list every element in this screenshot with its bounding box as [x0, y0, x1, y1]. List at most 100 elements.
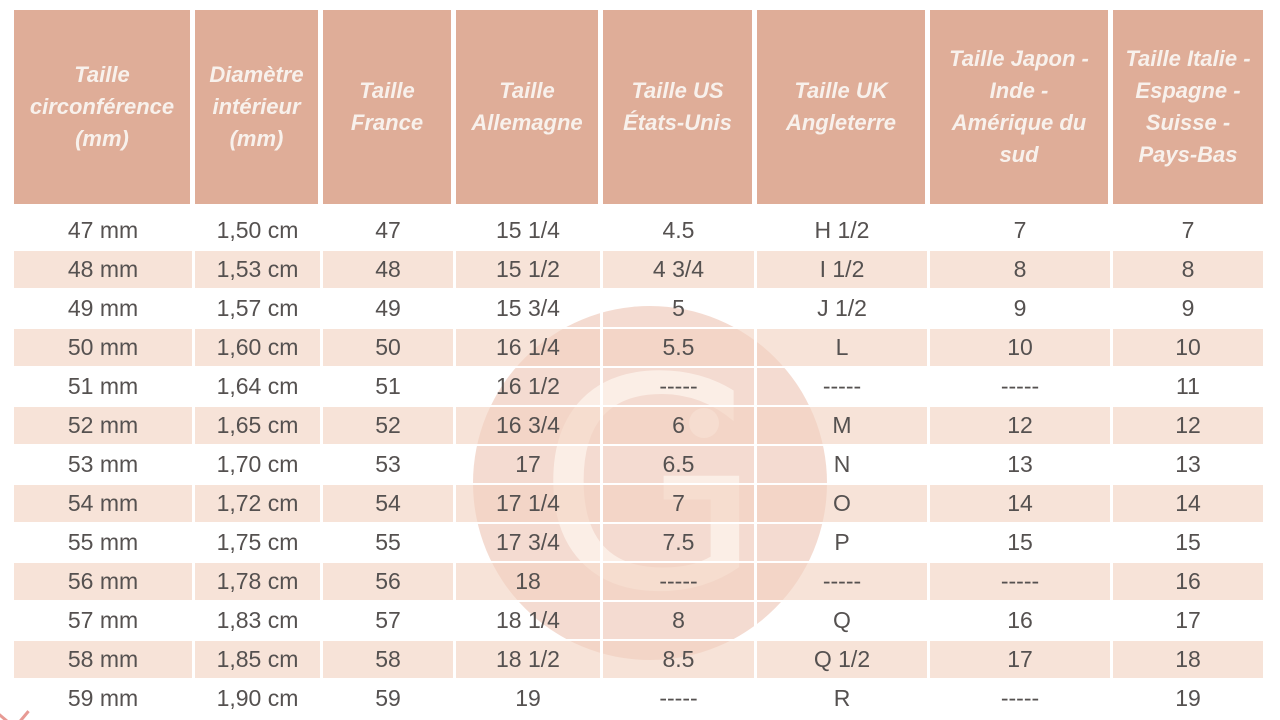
table-row: 58 mm 1,85 cm 58 18 1/2 8.5 Q 1/2 17 18: [14, 639, 1263, 678]
table-cell: 16 1/4: [456, 327, 603, 366]
column-header-size-japan-india-southamerica: Taille Japon - Inde - Amérique du sud: [930, 10, 1113, 210]
table-cell: 50: [323, 327, 456, 366]
table-cell: R: [757, 678, 930, 717]
table-cell: 57: [323, 600, 456, 639]
table-cell: 8.5: [603, 639, 757, 678]
table-row: 47 mm 1,50 cm 47 15 1/4 4.5 H 1/2 7 7: [14, 210, 1263, 249]
table-cell: 56 mm: [14, 561, 195, 600]
table-cell: 17: [930, 639, 1113, 678]
table-cell: O: [757, 483, 930, 522]
table-cell: 1,72 cm: [195, 483, 323, 522]
table-cell: 58: [323, 639, 456, 678]
table-cell: H 1/2: [757, 210, 930, 249]
table-cell: 16 1/2: [456, 366, 603, 405]
table-cell: 18 1/2: [456, 639, 603, 678]
table-row: 52 mm 1,65 cm 52 16 3/4 6 M 12 12: [14, 405, 1263, 444]
table-cell: L: [757, 327, 930, 366]
table-cell: 15 3/4: [456, 288, 603, 327]
table-cell: -----: [603, 366, 757, 405]
table-cell: 49: [323, 288, 456, 327]
table-cell: 4 3/4: [603, 249, 757, 288]
table-cell: 17 3/4: [456, 522, 603, 561]
table-cell: 8: [930, 249, 1113, 288]
table-cell: 12: [1113, 405, 1263, 444]
table-row: 56 mm 1,78 cm 56 18 ----- ----- ----- 16: [14, 561, 1263, 600]
table-cell: 1,65 cm: [195, 405, 323, 444]
table-cell: -----: [930, 366, 1113, 405]
table-cell: 59: [323, 678, 456, 717]
table-cell: 56: [323, 561, 456, 600]
table-row: 57 mm 1,83 cm 57 18 1/4 8 Q 16 17: [14, 600, 1263, 639]
table-cell: -----: [603, 561, 757, 600]
table-cell: 7: [1113, 210, 1263, 249]
table-cell: 15: [1113, 522, 1263, 561]
table-cell: 10: [1113, 327, 1263, 366]
table-cell: -----: [757, 366, 930, 405]
column-header-size-germany: Taille Allemagne: [456, 10, 603, 210]
table-cell: 1,70 cm: [195, 444, 323, 483]
table-row: 48 mm 1,53 cm 48 15 1/2 4 3/4 I 1/2 8 8: [14, 249, 1263, 288]
size-table-container: Taille circonférence (mm) Diamètre intér…: [14, 10, 1263, 717]
column-header-size-italy-spain-switzerland-netherlands: Taille Italie - Espagne - Suisse - Pays-…: [1113, 10, 1263, 210]
table-cell: 55 mm: [14, 522, 195, 561]
column-header-inner-diameter-mm: Diamètre intérieur (mm): [195, 10, 323, 210]
table-cell: 47: [323, 210, 456, 249]
table-cell: 8: [603, 600, 757, 639]
table-row: 49 mm 1,57 cm 49 15 3/4 5 J 1/2 9 9: [14, 288, 1263, 327]
table-cell: 47 mm: [14, 210, 195, 249]
table-cell: 1,57 cm: [195, 288, 323, 327]
table-cell: 51: [323, 366, 456, 405]
table-cell: 11: [1113, 366, 1263, 405]
table-cell: 54: [323, 483, 456, 522]
column-header-size-france: Taille France: [323, 10, 456, 210]
table-cell: 7.5: [603, 522, 757, 561]
table-cell: 50 mm: [14, 327, 195, 366]
table-cell: 15: [930, 522, 1113, 561]
table-row: 51 mm 1,64 cm 51 16 1/2 ----- ----- ----- 11: [14, 366, 1263, 405]
table-cell: P: [757, 522, 930, 561]
table-row: 54 mm 1,72 cm 54 17 1/4 7 O 14 14: [14, 483, 1263, 522]
table-cell: 1,90 cm: [195, 678, 323, 717]
table-cell: 6: [603, 405, 757, 444]
table-cell: Q 1/2: [757, 639, 930, 678]
column-header-circumference-mm: Taille circonférence (mm): [14, 10, 195, 210]
table-cell: 17 1/4: [456, 483, 603, 522]
table-cell: 52: [323, 405, 456, 444]
table-cell: 12: [930, 405, 1113, 444]
table-cell: 7: [930, 210, 1113, 249]
table-cell: 16 3/4: [456, 405, 603, 444]
table-cell: 1,75 cm: [195, 522, 323, 561]
table-cell: 14: [1113, 483, 1263, 522]
table-cell: 7: [603, 483, 757, 522]
table-cell: 59 mm: [14, 678, 195, 717]
table-cell: 14: [930, 483, 1113, 522]
table-cell: 48: [323, 249, 456, 288]
table-cell: 15 1/4: [456, 210, 603, 249]
table-cell: I 1/2: [757, 249, 930, 288]
table-cell: 19: [456, 678, 603, 717]
table-cell: 9: [930, 288, 1113, 327]
table-cell: 17: [456, 444, 603, 483]
table-cell: 18: [456, 561, 603, 600]
table-cell: 51 mm: [14, 366, 195, 405]
size-conversion-table: Taille circonférence (mm) Diamètre intér…: [14, 10, 1263, 717]
table-cell: 18 1/4: [456, 600, 603, 639]
table-cell: 1,50 cm: [195, 210, 323, 249]
table-cell: -----: [930, 561, 1113, 600]
table-cell: 1,83 cm: [195, 600, 323, 639]
table-cell: 10: [930, 327, 1113, 366]
table-cell: M: [757, 405, 930, 444]
column-header-size-uk: Taille UK Angleterre: [757, 10, 930, 210]
table-row: 53 mm 1,70 cm 53 17 6.5 N 13 13: [14, 444, 1263, 483]
table-cell: 8: [1113, 249, 1263, 288]
table-row: 59 mm 1,90 cm 59 19 ----- R ----- 19: [14, 678, 1263, 717]
table-cell: 48 mm: [14, 249, 195, 288]
table-cell: 13: [1113, 444, 1263, 483]
table-cell: 17: [1113, 600, 1263, 639]
table-cell: 1,60 cm: [195, 327, 323, 366]
table-row: 50 mm 1,60 cm 50 16 1/4 5.5 L 10 10: [14, 327, 1263, 366]
table-cell: 53: [323, 444, 456, 483]
table-cell: 49 mm: [14, 288, 195, 327]
table-cell: -----: [603, 678, 757, 717]
table-cell: 18: [1113, 639, 1263, 678]
